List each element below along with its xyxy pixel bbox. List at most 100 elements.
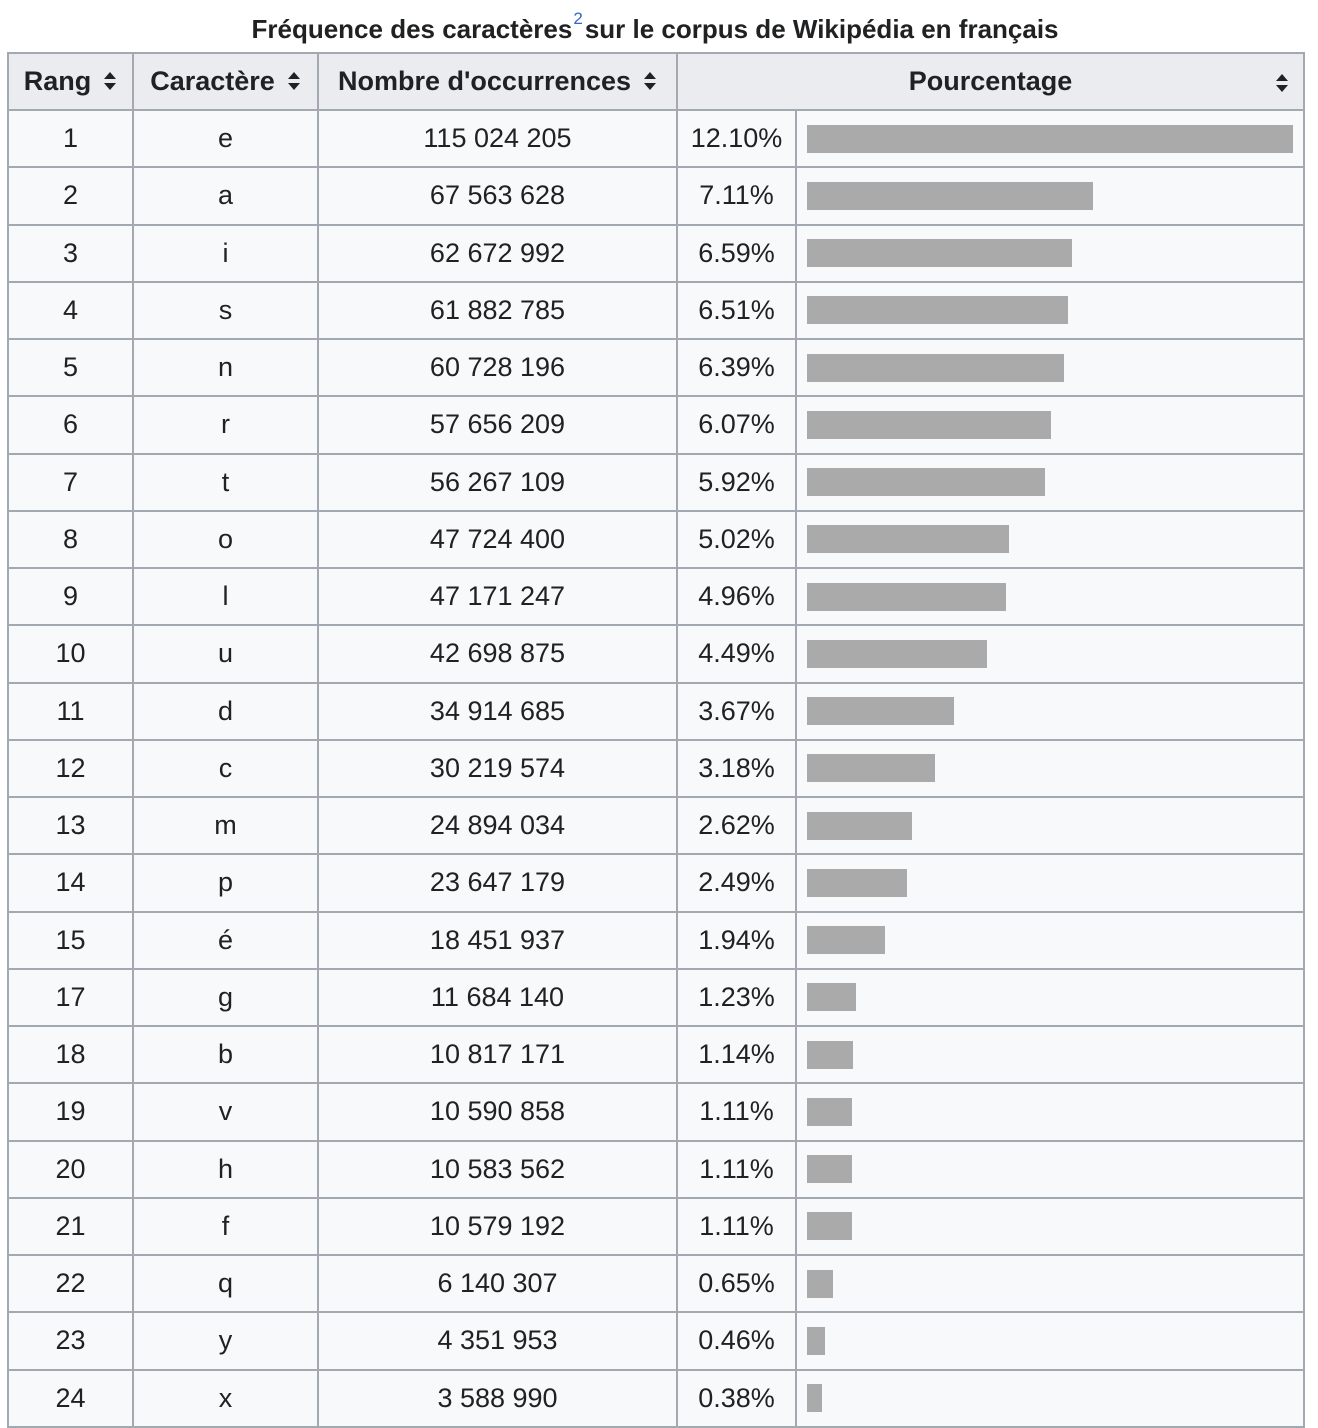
percentage-bar-cell [794,280,1306,341]
column-header-rank-label: Rang [23,66,92,96]
table-row: 9 l 47 171 247 4.96% [7,566,1306,627]
percentage-bar-cell [794,566,1306,627]
table-row: 11 d 34 914 685 3.67% [7,681,1306,741]
percentage-bar-cell [794,1024,1306,1085]
sort-arrows-icon[interactable] [1275,73,1289,93]
percentage-bar [807,1384,823,1413]
percentage-value-cell: 7.11% [676,166,797,226]
occurrences-cell: 30 219 574 [317,738,678,799]
occurrences-cell: 11 684 140 [317,967,678,1028]
percentage-bar-cell [794,509,1306,570]
percentage-value-cell: 6.07% [676,395,797,455]
percentage-bar-cell [794,1311,1306,1371]
occurrences-cell: 34 914 685 [317,681,678,741]
occurrences-cell: 6 140 307 [317,1253,678,1314]
character-cell: c [132,738,319,799]
percentage-bar-cell [794,1253,1306,1314]
rank-cell: 18 [7,1024,134,1085]
table-row: 13 m 24 894 034 2.62% [7,795,1306,856]
character-cell: n [132,337,319,398]
rank-cell: 4 [7,280,134,341]
table-row: 5 n 60 728 196 6.39% [7,337,1306,398]
table-row: 8 o 47 724 400 5.02% [7,509,1306,570]
column-header-occurrences[interactable]: Nombre d'occurrences [317,52,678,111]
occurrences-cell: 115 024 205 [317,108,678,169]
rank-cell: 20 [7,1139,134,1199]
sort-arrows-icon[interactable] [103,71,117,91]
rank-cell: 21 [7,1196,134,1257]
occurrences-cell: 60 728 196 [317,337,678,398]
percentage-value-cell: 3.67% [676,681,797,741]
percentage-value-cell: 2.49% [676,853,797,913]
table-row: 3 i 62 672 992 6.59% [7,223,1306,283]
column-header-occurrences-label: Nombre d'occurrences [337,66,632,96]
percentage-value-cell: 2.62% [676,795,797,856]
occurrences-cell: 62 672 992 [317,223,678,283]
rank-cell: 13 [7,795,134,856]
table-row: 6 r 57 656 209 6.07% [7,395,1306,455]
rank-cell: 8 [7,509,134,570]
percentage-bar-cell [794,910,1306,970]
table-row: 12 c 30 219 574 3.18% [7,738,1306,799]
rank-cell: 6 [7,395,134,455]
sort-arrows-icon[interactable] [643,71,657,91]
character-cell: f [132,1196,319,1257]
sort-arrows-icon[interactable] [287,71,301,91]
character-cell: b [132,1024,319,1085]
table-row: 20 h 10 583 562 1.11% [7,1139,1306,1199]
percentage-value-cell: 1.14% [676,1024,797,1085]
occurrences-cell: 10 817 171 [317,1024,678,1085]
percentage-bar-cell [794,395,1306,455]
occurrences-cell: 61 882 785 [317,280,678,341]
percentage-value-cell: 6.39% [676,337,797,398]
character-cell: u [132,624,319,684]
character-cell: q [132,1253,319,1314]
table-header-row: Rang Caractère Nombre d'occurrences Pour… [7,52,1306,111]
occurrences-cell: 10 579 192 [317,1196,678,1257]
occurrences-cell: 47 171 247 [317,566,678,627]
percentage-bar [807,525,1009,554]
table-row: 1 e 115 024 205 12.10% [7,108,1306,169]
column-header-rank[interactable]: Rang [7,52,134,111]
character-cell: v [132,1082,319,1142]
percentage-bar [807,1155,852,1184]
rank-cell: 22 [7,1253,134,1314]
column-header-character[interactable]: Caractère [132,52,319,111]
percentage-bar [807,754,935,783]
table-row: 14 p 23 647 179 2.49% [7,853,1306,913]
percentage-bar-cell [794,1196,1306,1257]
percentage-value-cell: 12.10% [676,108,797,169]
percentage-bar-cell [794,738,1306,799]
character-cell: y [132,1311,319,1371]
table-row: 15 é 18 451 937 1.94% [7,910,1306,970]
caption-text-start: Fréquence des caractères [251,14,573,44]
occurrences-cell: 47 724 400 [317,509,678,570]
occurrences-cell: 23 647 179 [317,853,678,913]
rank-cell: 2 [7,166,134,226]
character-cell: x [132,1368,319,1428]
percentage-bar [807,468,1045,497]
rank-cell: 3 [7,223,134,283]
percentage-value-cell: 4.49% [676,624,797,684]
percentage-value-cell: 5.92% [676,452,797,512]
column-header-percentage[interactable]: Pourcentage [675,52,1306,111]
table-row: 4 s 61 882 785 6.51% [7,280,1306,341]
percentage-bar-cell [794,795,1306,856]
character-cell: p [132,853,319,913]
character-cell: o [132,509,319,570]
footnote-reference-link[interactable]: 2 [573,9,583,28]
table-row: 17 g 11 684 140 1.23% [7,967,1306,1028]
occurrences-cell: 10 583 562 [317,1139,678,1199]
table-caption: Fréquence des caractères2sur le corpus d… [0,9,1310,52]
percentage-bar-cell [794,108,1306,169]
rank-cell: 9 [7,566,134,627]
percentage-bar-cell [794,624,1306,684]
percentage-bar [807,639,988,668]
percentage-bar [807,239,1072,268]
percentage-bar-cell [794,1139,1306,1199]
character-cell: e [132,108,319,169]
character-cell: i [132,223,319,283]
percentage-value-cell: 1.94% [676,910,797,970]
percentage-bar [807,868,907,897]
table-body: 1 e 115 024 205 12.10% 2 a 67 563 628 7.11% 3 i 62… [7,108,1306,1428]
